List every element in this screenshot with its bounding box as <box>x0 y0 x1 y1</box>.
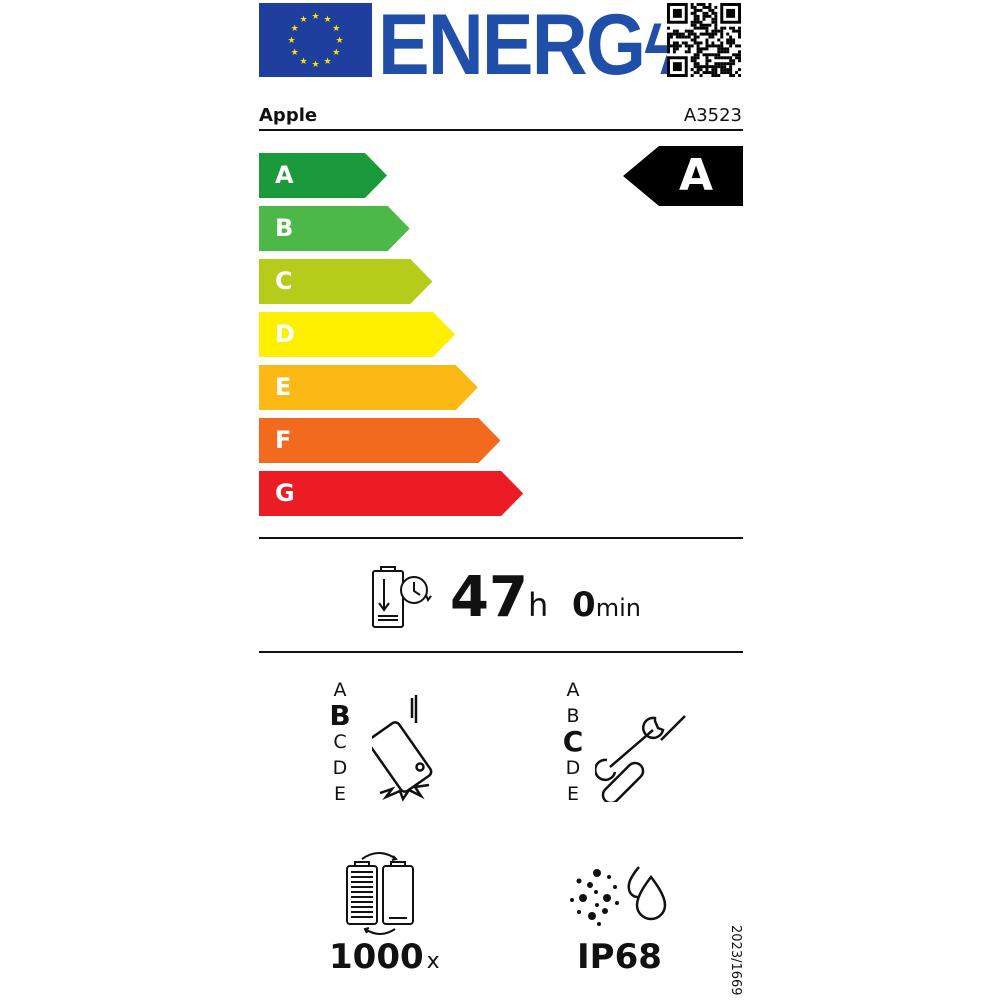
star-icon: ★ <box>323 15 331 25</box>
star-icon: ★ <box>311 60 319 70</box>
energy-rating-indicator: A <box>623 146 743 206</box>
scale-class-a: A <box>566 679 580 701</box>
scale-class-c: C <box>562 725 584 758</box>
supplier-name: Apple <box>259 105 318 126</box>
star-icon: ★ <box>332 48 340 58</box>
star-icon: ★ <box>287 36 295 46</box>
eu-flag-logo: ★ ★ ★ ★ ★ ★ ★ ★ ★ ★ ★ ★ <box>259 3 372 77</box>
star-icon: ★ <box>291 48 299 58</box>
energy-class-bar-d: D <box>259 312 456 357</box>
energy-class-letter: C <box>275 267 293 295</box>
energy-rating-letter: A <box>679 150 714 201</box>
star-icon: ★ <box>332 24 340 34</box>
star-icon: ★ <box>291 24 299 34</box>
energy-logo-text: ENERG <box>378 0 646 93</box>
divider <box>259 537 743 539</box>
star-icon: ★ <box>311 12 319 22</box>
energy-class-bar-a: A <box>259 153 387 198</box>
regulation-number: 2023/1669 <box>728 925 743 996</box>
scale-class-a: A <box>333 679 347 701</box>
qr-code[interactable] <box>667 3 741 77</box>
repair-tools-icon <box>595 715 686 802</box>
energy-class-bar-g: G <box>259 471 524 516</box>
star-icon: ★ <box>323 57 331 67</box>
star-icon: ★ <box>299 57 307 67</box>
scale-class-b: B <box>329 699 351 732</box>
divider <box>259 129 743 131</box>
energy-class-letter: B <box>275 214 294 242</box>
scale-class-b: B <box>566 705 580 727</box>
scale-class-d: D <box>332 757 348 779</box>
energy-class-bar-c: C <box>259 259 433 304</box>
phone-drop-icon <box>372 695 433 802</box>
energy-class-letter: D <box>275 320 295 348</box>
star-icon: ★ <box>335 36 343 46</box>
energy-class-bar-e: E <box>259 365 478 410</box>
scale-class-e: E <box>333 783 346 805</box>
energy-class-letter: A <box>275 161 294 189</box>
energy-class-letter: G <box>275 479 295 507</box>
star-icon: ★ <box>299 15 307 25</box>
scale-class-d: D <box>565 757 581 779</box>
battery-cycles-value: 1000 x <box>329 937 440 977</box>
battery-cycles-icon <box>346 852 414 935</box>
energy-class-letter: E <box>275 373 292 401</box>
battery-endurance-value: 47h 0min <box>450 565 641 630</box>
divider <box>259 651 743 653</box>
scale-class-c: C <box>333 731 347 753</box>
energy-class-bar-f: F <box>259 418 501 463</box>
energy-logo: ENERGϟ <box>378 0 678 95</box>
energy-class-letter: F <box>275 426 292 454</box>
ingress-protection-value: IP68 <box>577 937 662 977</box>
dust-water-icon <box>570 866 667 926</box>
energy-class-bar-b: B <box>259 206 410 251</box>
model-identifier: A3523 <box>683 105 742 126</box>
scale-class-e: E <box>566 783 579 805</box>
battery-endurance-icon <box>372 566 432 628</box>
